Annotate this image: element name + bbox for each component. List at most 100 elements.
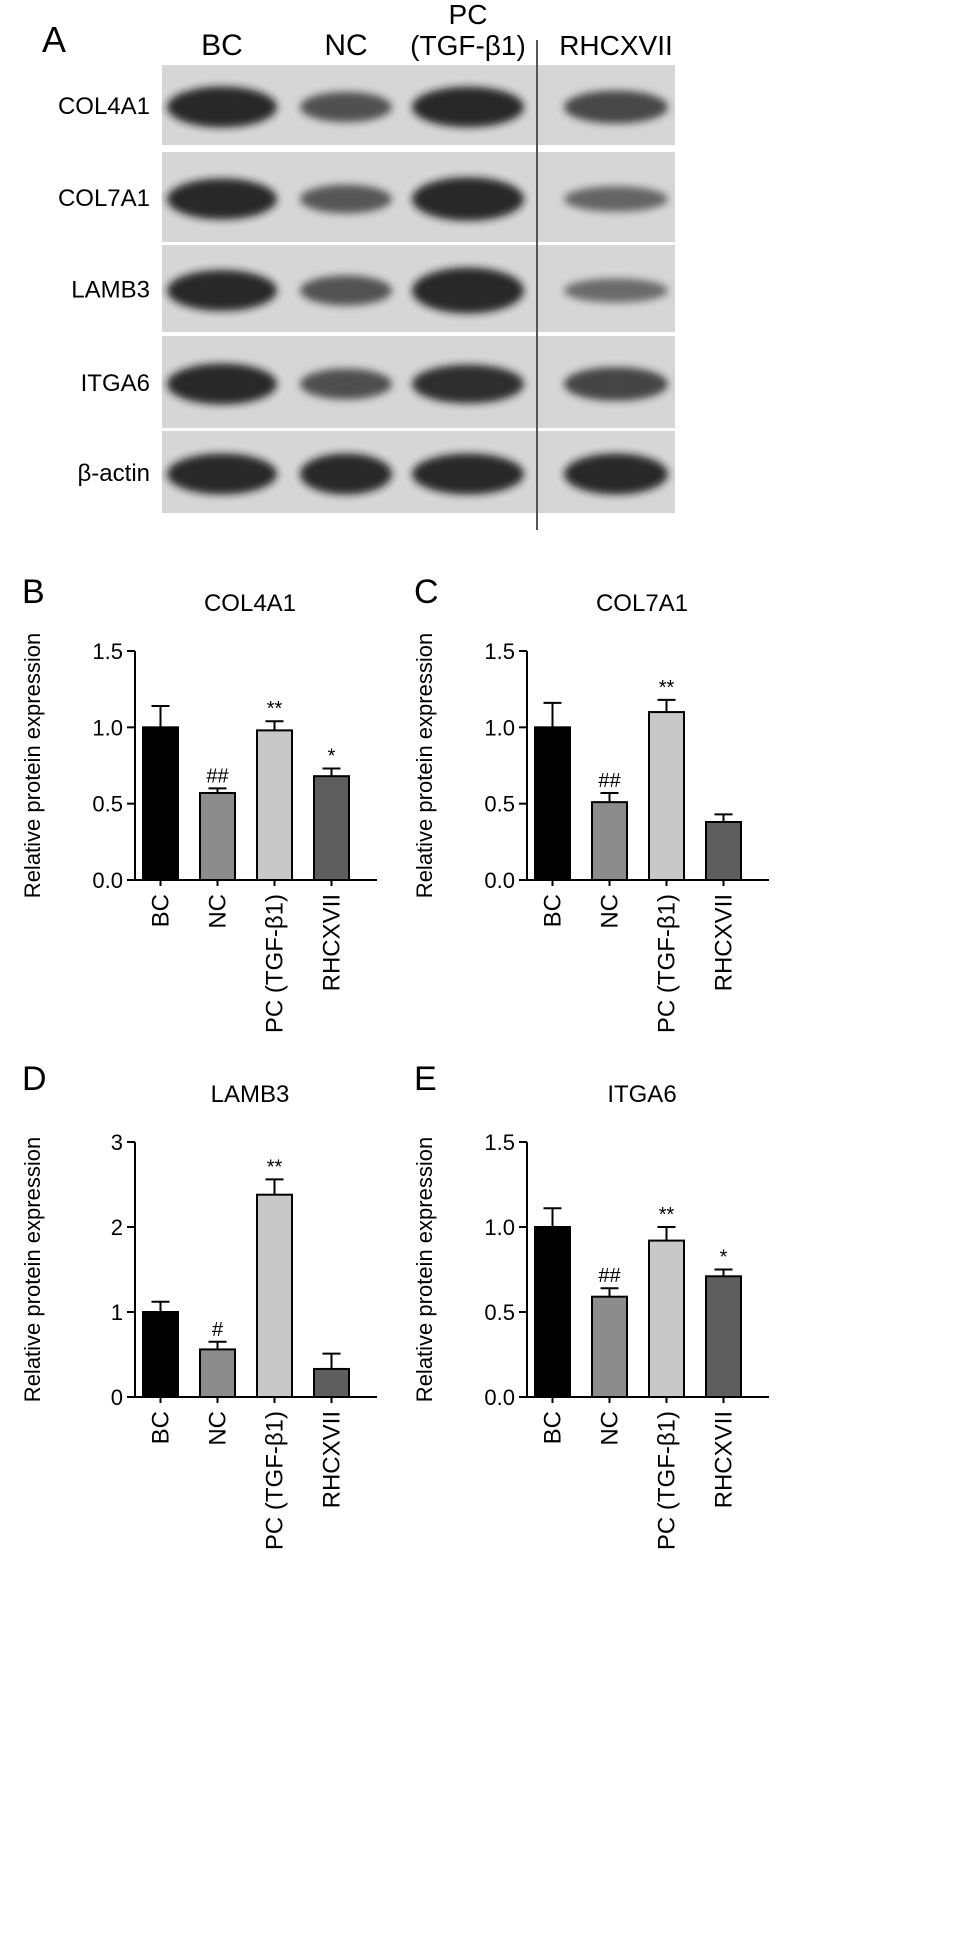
blot-rows: COL4A1 COL7A1 LAMB3 ITGA6 β-actin: [58, 65, 675, 513]
significance-mark: *: [328, 746, 336, 768]
chart-col4a1: B COL4A1 0.0 0.5 1.0 1.5 Relative protein expr…: [20, 573, 377, 1033]
bar-pc-tgf-1-: [256, 1193, 293, 1398]
blot-band: [167, 363, 277, 405]
x-tick-label: RHCXVII: [319, 1411, 346, 1508]
lane-label-pc: PC: [449, 0, 488, 30]
y-axis-label: Relative protein expression: [412, 633, 437, 898]
chart-title: ITGA6: [607, 1081, 676, 1108]
blot-band: [300, 453, 392, 495]
blot-band: [412, 267, 524, 314]
significance-mark: ##: [206, 765, 229, 787]
chart-lamb3: D LAMB3 0 1 2 3 Relative protein expression BC #…: [20, 1060, 377, 1550]
y-tick-label: 0: [111, 1385, 123, 1410]
blot-band: [412, 177, 524, 221]
x-tick-label: BC: [148, 894, 175, 927]
significance-mark: **: [267, 698, 283, 720]
y-tick-label: 1.0: [484, 1215, 515, 1240]
significance-mark: #: [212, 1319, 224, 1341]
x-tick-label: NC: [205, 1411, 232, 1446]
y-tick-label: 2: [111, 1215, 123, 1240]
x-tick-label: RHCXVII: [711, 894, 738, 991]
x-tick-label: BC: [540, 1411, 567, 1444]
x-tick-label: PC (TGF-β1): [654, 1411, 681, 1550]
significance-mark: ##: [598, 1265, 621, 1287]
blot-band: [564, 367, 668, 401]
blot-row-label: COL4A1: [58, 93, 150, 120]
x-tick-label: BC: [148, 1411, 175, 1444]
bar-bc: [142, 726, 179, 881]
y-tick-label: 0.0: [92, 868, 123, 893]
panel-label-a: A: [42, 19, 66, 60]
blot-band: [564, 186, 668, 212]
significance-mark: ##: [598, 770, 621, 792]
bar-rhcxvii: [705, 820, 742, 882]
y-tick-label: 1.5: [92, 639, 123, 664]
panel-label: D: [22, 1060, 47, 1098]
blot-band: [167, 86, 277, 128]
chart-title: COL7A1: [596, 590, 688, 617]
y-tick-label: 1.0: [92, 715, 123, 740]
y-axis-label: Relative protein expression: [20, 633, 45, 898]
panel-label: B: [22, 573, 45, 611]
blot-band: [167, 453, 277, 495]
y-tick-label: 0.0: [484, 868, 515, 893]
chart-title: COL4A1: [204, 590, 296, 617]
blot-band: [564, 278, 668, 303]
chart-title: LAMB3: [211, 1081, 290, 1108]
bar-rhcxvii: [313, 775, 350, 881]
y-tick-label: 0.5: [484, 792, 515, 817]
significance-mark: **: [659, 1204, 675, 1226]
blot-row-label: COL7A1: [58, 185, 150, 212]
lane-label-nc: NC: [324, 29, 367, 62]
bar-rhcxvii: [705, 1275, 742, 1399]
y-tick-label: 0.0: [484, 1385, 515, 1410]
bar-bc: [534, 1226, 571, 1398]
blot-band: [300, 184, 392, 214]
chart-itga6: E ITGA6 0.0 0.5 1.0 1.5 Relative protein expre…: [412, 1060, 769, 1550]
blot-row-label: β-actin: [78, 460, 151, 487]
y-tick-label: 1: [111, 1300, 123, 1325]
y-tick-label: 1.0: [484, 715, 515, 740]
significance-mark: **: [659, 677, 675, 699]
bar-pc-tgf-1-: [648, 711, 685, 881]
x-tick-label: NC: [205, 894, 232, 929]
x-tick-label: BC: [540, 894, 567, 927]
y-tick-label: 0.5: [92, 792, 123, 817]
blot-band: [564, 453, 668, 495]
bar-bc: [142, 1311, 179, 1398]
charts: B COL4A1 0.0 0.5 1.0 1.5 Relative protein expr…: [20, 573, 769, 1550]
blot-band: [412, 86, 524, 128]
panel-label: E: [414, 1060, 437, 1098]
bar-pc-tgf-1-: [648, 1239, 685, 1398]
x-tick-label: PC (TGF-β1): [262, 1411, 289, 1550]
blot-band: [167, 178, 277, 220]
blot-row-label: LAMB3: [71, 277, 150, 304]
bar-nc: [199, 791, 236, 881]
bar-nc: [199, 1348, 236, 1399]
blot-band: [167, 270, 277, 311]
y-axis-label: Relative protein expression: [20, 1137, 45, 1402]
blot-panel: A BC NC PC (TGF-β1) RHCXVII COL4A1 COL7A1…: [42, 0, 675, 530]
x-tick-label: PC (TGF-β1): [262, 894, 289, 1033]
significance-mark: **: [267, 1156, 283, 1178]
x-tick-label: PC (TGF-β1): [654, 894, 681, 1033]
x-tick-label: RHCXVII: [711, 1411, 738, 1508]
blot-band: [564, 90, 668, 124]
blot-band: [300, 368, 392, 400]
bar-nc: [591, 1295, 628, 1398]
blot-row-label: ITGA6: [81, 370, 150, 397]
significance-mark: *: [720, 1247, 728, 1269]
blot-band: [412, 364, 524, 404]
lane-label-bc: BC: [201, 29, 243, 62]
y-tick-label: 1.5: [484, 639, 515, 664]
bar-nc: [591, 801, 628, 882]
x-tick-label: NC: [597, 894, 624, 929]
blot-band: [300, 275, 392, 306]
bar-pc-tgf-1-: [256, 729, 293, 881]
y-tick-label: 3: [111, 1130, 123, 1155]
y-tick-label: 0.5: [484, 1300, 515, 1325]
y-axis-label: Relative protein expression: [412, 1137, 437, 1402]
blot-band: [412, 453, 524, 495]
x-tick-label: RHCXVII: [319, 894, 346, 991]
